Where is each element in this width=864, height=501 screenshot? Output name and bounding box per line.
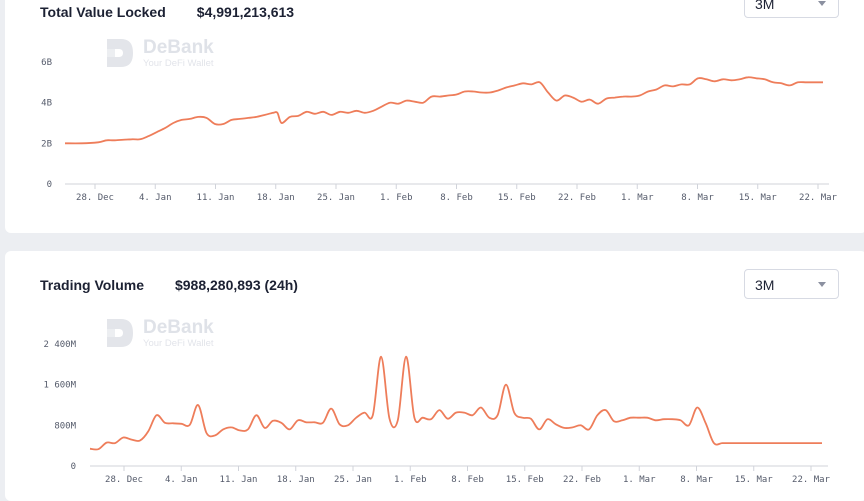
tvl-range-label: 3M <box>755 0 775 12</box>
tvl-value: $4,991,213,613 <box>196 4 295 20</box>
tvl-title: Total Value Locked <box>40 4 166 20</box>
volume-card: Trading Volume $988,280,893 (24h) 3M DeB… <box>5 251 864 501</box>
x-tick-label: 15. Mar <box>735 475 774 485</box>
volume-header: Trading Volume $988,280,893 (24h) <box>40 277 298 293</box>
x-tick-label: 1. Mar <box>621 193 654 203</box>
x-tick-label: 8. Feb <box>440 193 473 203</box>
x-tick-label: 25. Jan <box>317 193 355 203</box>
x-tick-label: 1. Feb <box>380 193 413 203</box>
volume-range-select[interactable]: 3M <box>744 269 839 299</box>
x-tick-label: 22. Feb <box>558 193 596 203</box>
x-tick-label: 15. Feb <box>498 193 536 203</box>
volume-chart: 0 800M 1 600M 2 400M 28. Dec 4. Jan 11. Jan 18.… <box>43 340 831 485</box>
watermark-tagline: Your DeFi Wallet <box>143 337 214 349</box>
debank-logo-icon <box>107 39 133 67</box>
debank-logo-icon <box>107 319 133 347</box>
y-tick-label: 4B <box>41 99 52 109</box>
y-tick-label: 800M <box>54 421 76 431</box>
x-tick-label: 8. Mar <box>681 193 714 203</box>
series-line <box>89 355 822 451</box>
x-tick-label: 25. Jan <box>334 475 372 485</box>
chevron-down-icon <box>818 282 826 287</box>
x-tick-label: 22. Mar <box>792 475 831 485</box>
x-tick-label: 28. Dec <box>105 475 143 485</box>
series-line <box>64 76 824 145</box>
y-tick-label: 2B <box>41 139 52 149</box>
chevron-down-icon <box>818 1 826 6</box>
y-tick-label: 0 <box>71 462 76 472</box>
x-tick-label: 22. Feb <box>563 475 601 485</box>
y-tick-label: 1 600M <box>43 381 76 391</box>
x-tick-label: 28. Dec <box>76 193 114 203</box>
watermark: DeBank Your DeFi Wallet <box>105 37 214 69</box>
watermark-tagline: Your DeFi Wallet <box>143 57 214 69</box>
x-tick-label: 18. Jan <box>277 475 315 485</box>
x-tick-label: 8. Feb <box>451 475 484 485</box>
y-tick-label: 2 400M <box>43 340 76 350</box>
x-tick-label: 1. Mar <box>623 475 656 485</box>
x-tick-label: 8. Mar <box>680 475 713 485</box>
x-tick-label: 4. Jan <box>139 193 172 203</box>
tvl-header: Total Value Locked $4,991,213,613 <box>40 4 294 20</box>
y-tick-label: 0 <box>47 180 52 190</box>
x-tick-label: 15. Mar <box>739 193 778 203</box>
watermark-name: DeBank <box>143 316 214 338</box>
x-tick-label: 1. Feb <box>394 475 427 485</box>
x-tick-label: 18. Jan <box>257 193 295 203</box>
volume-range-label: 3M <box>755 277 775 293</box>
x-tick-label: 15. Feb <box>506 475 544 485</box>
watermark-name: DeBank <box>143 36 214 58</box>
tvl-range-select[interactable]: 3M <box>744 0 839 18</box>
watermark: DeBank Your DeFi Wallet <box>105 317 214 349</box>
x-tick-label: 22. Mar <box>799 193 838 203</box>
x-tick-label: 11. Jan <box>220 475 258 485</box>
volume-title: Trading Volume <box>40 277 144 293</box>
y-tick-label: 6B <box>41 58 52 68</box>
x-tick-label: 11. Jan <box>197 193 235 203</box>
tvl-chart: 0 2B 4B 6B 28. Dec 4. Jan 11. Jan 18. Jan 25. Ja… <box>41 58 838 203</box>
x-tick-label: 4. Jan <box>165 475 198 485</box>
tvl-card: Total Value Locked $4,991,213,613 3M DeB… <box>5 0 864 233</box>
volume-value: $988,280,893 (24h) <box>174 277 298 293</box>
